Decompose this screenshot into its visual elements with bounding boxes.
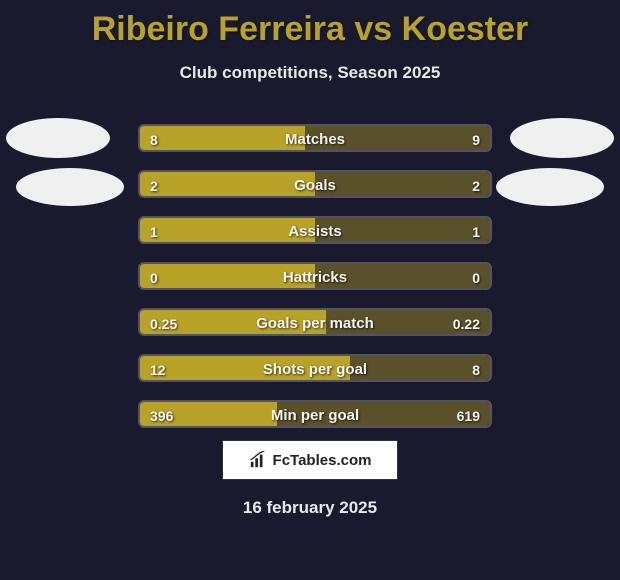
- brand-logo-box[interactable]: FcTables.com: [222, 440, 398, 480]
- stat-label: Goals: [140, 172, 490, 198]
- page-title: Ribeiro Ferreira vs Koester: [0, 0, 620, 49]
- stat-value-right: 0: [472, 264, 480, 290]
- player-right-avatar-shape-2: [496, 168, 604, 206]
- stat-value-right: 8: [472, 356, 480, 382]
- stat-label: Min per goal: [140, 402, 490, 428]
- stat-value-right: 1: [472, 218, 480, 244]
- stat-row: 0.25Goals per match0.22: [138, 308, 492, 336]
- stat-row: 396Min per goal619: [138, 400, 492, 428]
- stat-label: Assists: [140, 218, 490, 244]
- stat-value-right: 619: [457, 402, 480, 428]
- stat-row: 8Matches9: [138, 124, 492, 152]
- stat-label: Matches: [140, 126, 490, 152]
- stats-bars-container: 8Matches92Goals21Assists10Hattricks00.25…: [138, 124, 492, 446]
- stat-value-right: 2: [472, 172, 480, 198]
- page-date: 16 february 2025: [0, 498, 620, 518]
- stat-row: 1Assists1: [138, 216, 492, 244]
- stat-value-right: 0.22: [453, 310, 480, 336]
- stat-label: Goals per match: [140, 310, 490, 336]
- player-left-avatar-shape-1: [6, 118, 110, 158]
- player-left-avatar-shape-2: [16, 168, 124, 206]
- stat-row: 2Goals2: [138, 170, 492, 198]
- stat-label: Shots per goal: [140, 356, 490, 382]
- player-right-avatar-shape-1: [510, 118, 614, 158]
- stat-value-right: 9: [472, 126, 480, 152]
- stat-row: 0Hattricks0: [138, 262, 492, 290]
- stat-label: Hattricks: [140, 264, 490, 290]
- stat-row: 12Shots per goal8: [138, 354, 492, 382]
- page-subtitle: Club competitions, Season 2025: [0, 63, 620, 83]
- chart-icon: [249, 451, 267, 469]
- brand-logo-text: FcTables.com: [273, 452, 372, 469]
